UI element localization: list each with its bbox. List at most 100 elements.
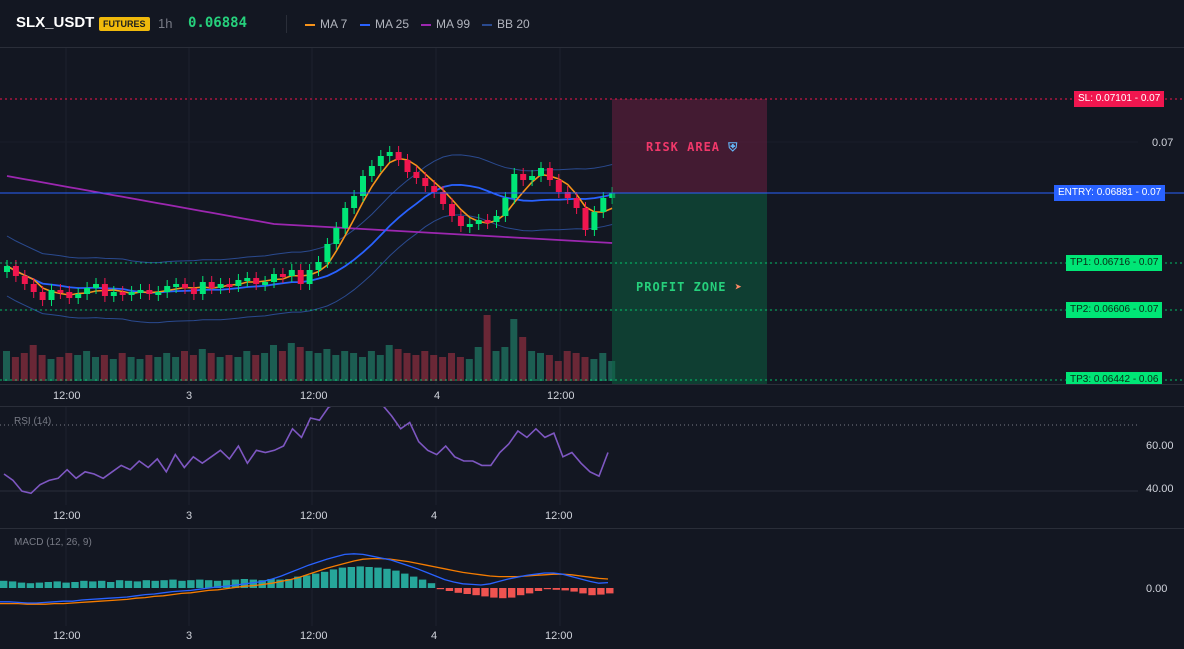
macd-histogram-bar xyxy=(133,581,142,588)
rsi-panel[interactable]: RSI (14) 60.00 40.00 xyxy=(0,406,1184,505)
candle-body xyxy=(538,168,544,176)
volume-bar xyxy=(109,359,117,381)
macd-histogram-bar xyxy=(552,588,560,590)
macd-histogram-bar xyxy=(151,580,159,588)
rsi-chart-canvas[interactable] xyxy=(0,407,1184,505)
macd-histogram-bar xyxy=(285,579,293,588)
shield-icon: ⛨ xyxy=(728,140,739,154)
macd-chart-canvas[interactable] xyxy=(0,529,1184,626)
time-axis-main[interactable]: 12:00 3 12:00 4 12:00 xyxy=(0,384,1184,406)
candle-body xyxy=(253,278,260,284)
legend-ma7[interactable]: MA 7 xyxy=(305,16,347,32)
time-label: 12:00 xyxy=(53,390,81,402)
volume-bar xyxy=(554,361,562,381)
rsi-axis-label: 60.00 xyxy=(1146,440,1174,452)
tp2-tag[interactable]: TP2: 0.06606 - 0.07 xyxy=(1066,302,1163,318)
macd-histogram-bar xyxy=(98,580,106,588)
candle-body xyxy=(66,292,73,298)
volume-bar xyxy=(412,355,420,381)
volume-bar xyxy=(65,353,73,381)
volume-bar xyxy=(163,353,171,381)
volume-bar xyxy=(510,319,518,381)
legend-ma7-label: MA 7 xyxy=(320,17,348,31)
candle-body xyxy=(502,198,509,216)
candle-body xyxy=(360,176,366,196)
candle-body xyxy=(84,288,91,294)
candle-body xyxy=(466,224,473,227)
candle-body xyxy=(600,198,607,212)
time-axis-rsi[interactable]: 12:00 3 12:00 4 12:00 xyxy=(0,504,1184,528)
volume-bar xyxy=(439,357,447,381)
candle-body xyxy=(457,216,464,226)
macd-histogram-bar xyxy=(401,573,409,588)
candle-body xyxy=(573,198,580,208)
price-panel[interactable]: RISK AREA ⛨ PROFIT ZONE ➤ 0.07 SL: 0.071… xyxy=(0,48,1184,384)
volume-bar xyxy=(465,359,473,381)
macd-histogram-bar xyxy=(472,588,480,596)
macd-histogram-bar xyxy=(231,579,240,588)
candle-body xyxy=(529,176,536,180)
volume-bar xyxy=(296,347,304,381)
macd-histogram-bar xyxy=(517,588,525,596)
candle-body xyxy=(137,290,144,293)
macd-histogram-bar xyxy=(508,588,516,598)
volume-bar xyxy=(11,357,19,381)
candle-body xyxy=(57,290,64,293)
last-price: 0.06884 xyxy=(188,15,248,31)
macd-histogram-bar xyxy=(570,588,578,592)
candle-body xyxy=(271,274,277,282)
candle-body xyxy=(208,282,215,288)
candle-body xyxy=(279,274,286,277)
price-chart-canvas[interactable] xyxy=(0,48,1184,384)
risk-area-box xyxy=(612,99,767,193)
symbol-name[interactable]: SLX_USDT xyxy=(16,14,95,31)
volume-bar xyxy=(359,357,366,381)
tp3-tag[interactable]: TP3: 0.06442 - 0.06 xyxy=(1066,372,1163,384)
candle-body xyxy=(591,212,598,230)
legend-bb20[interactable]: BB 20 xyxy=(482,16,530,32)
candle-body xyxy=(164,286,171,292)
interval-selector[interactable]: 1h xyxy=(158,16,173,31)
volume-bar xyxy=(483,315,491,381)
candle-body xyxy=(342,208,349,228)
macd-histogram-bar xyxy=(436,588,445,590)
candle-body xyxy=(30,284,37,292)
macd-histogram-bar xyxy=(338,567,347,588)
candle-body xyxy=(182,284,188,288)
volume-bar xyxy=(501,347,509,381)
volume-bar xyxy=(394,349,402,381)
ma25-swatch xyxy=(360,23,370,26)
macd-histogram-bar xyxy=(62,582,70,588)
volume-bar xyxy=(474,347,482,381)
macd-histogram-bar xyxy=(17,582,26,588)
macd-histogram-bar xyxy=(579,588,587,594)
volume-bar xyxy=(519,337,527,381)
candle-body xyxy=(235,280,242,286)
entry-tag[interactable]: ENTRY: 0.06881 - 0.07 xyxy=(1054,185,1166,201)
macd-histogram-bar xyxy=(71,582,79,588)
volume-bar xyxy=(172,357,180,381)
candle-body xyxy=(395,152,402,160)
macd-histogram-bar xyxy=(107,582,115,588)
macd-histogram-bar xyxy=(8,581,17,588)
rocket-icon: ➤ xyxy=(734,280,743,294)
volume-bar xyxy=(145,355,153,381)
legend-ma99[interactable]: MA 99 xyxy=(421,16,470,32)
volume-bar xyxy=(154,357,162,381)
macd-histogram-bar xyxy=(115,580,124,588)
time-axis-macd[interactable]: 12:00 3 12:00 4 12:00 xyxy=(0,625,1184,649)
time-label: 12:00 xyxy=(300,390,328,402)
macd-histogram-bar xyxy=(35,582,44,588)
macd-panel[interactable]: MACD (12, 26, 9) 0.00 xyxy=(0,528,1184,626)
time-label: 12:00 xyxy=(547,390,575,402)
sl-tag[interactable]: SL: 0.07101 - 0.07 xyxy=(1074,91,1165,107)
candle-body xyxy=(493,216,500,222)
candle-body xyxy=(217,284,224,288)
candle-body xyxy=(155,292,162,295)
volume-bar xyxy=(136,359,144,381)
tp1-tag[interactable]: TP1: 0.06716 - 0.07 xyxy=(1066,255,1163,271)
candle-body xyxy=(431,186,438,192)
candle-body xyxy=(546,168,553,180)
time-label: 12:00 xyxy=(545,630,573,642)
legend-ma25[interactable]: MA 25 xyxy=(360,16,409,32)
